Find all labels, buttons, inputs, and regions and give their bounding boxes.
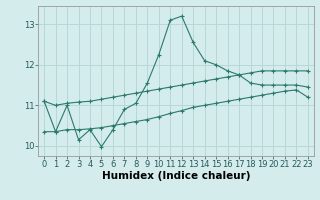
X-axis label: Humidex (Indice chaleur): Humidex (Indice chaleur) xyxy=(102,171,250,181)
